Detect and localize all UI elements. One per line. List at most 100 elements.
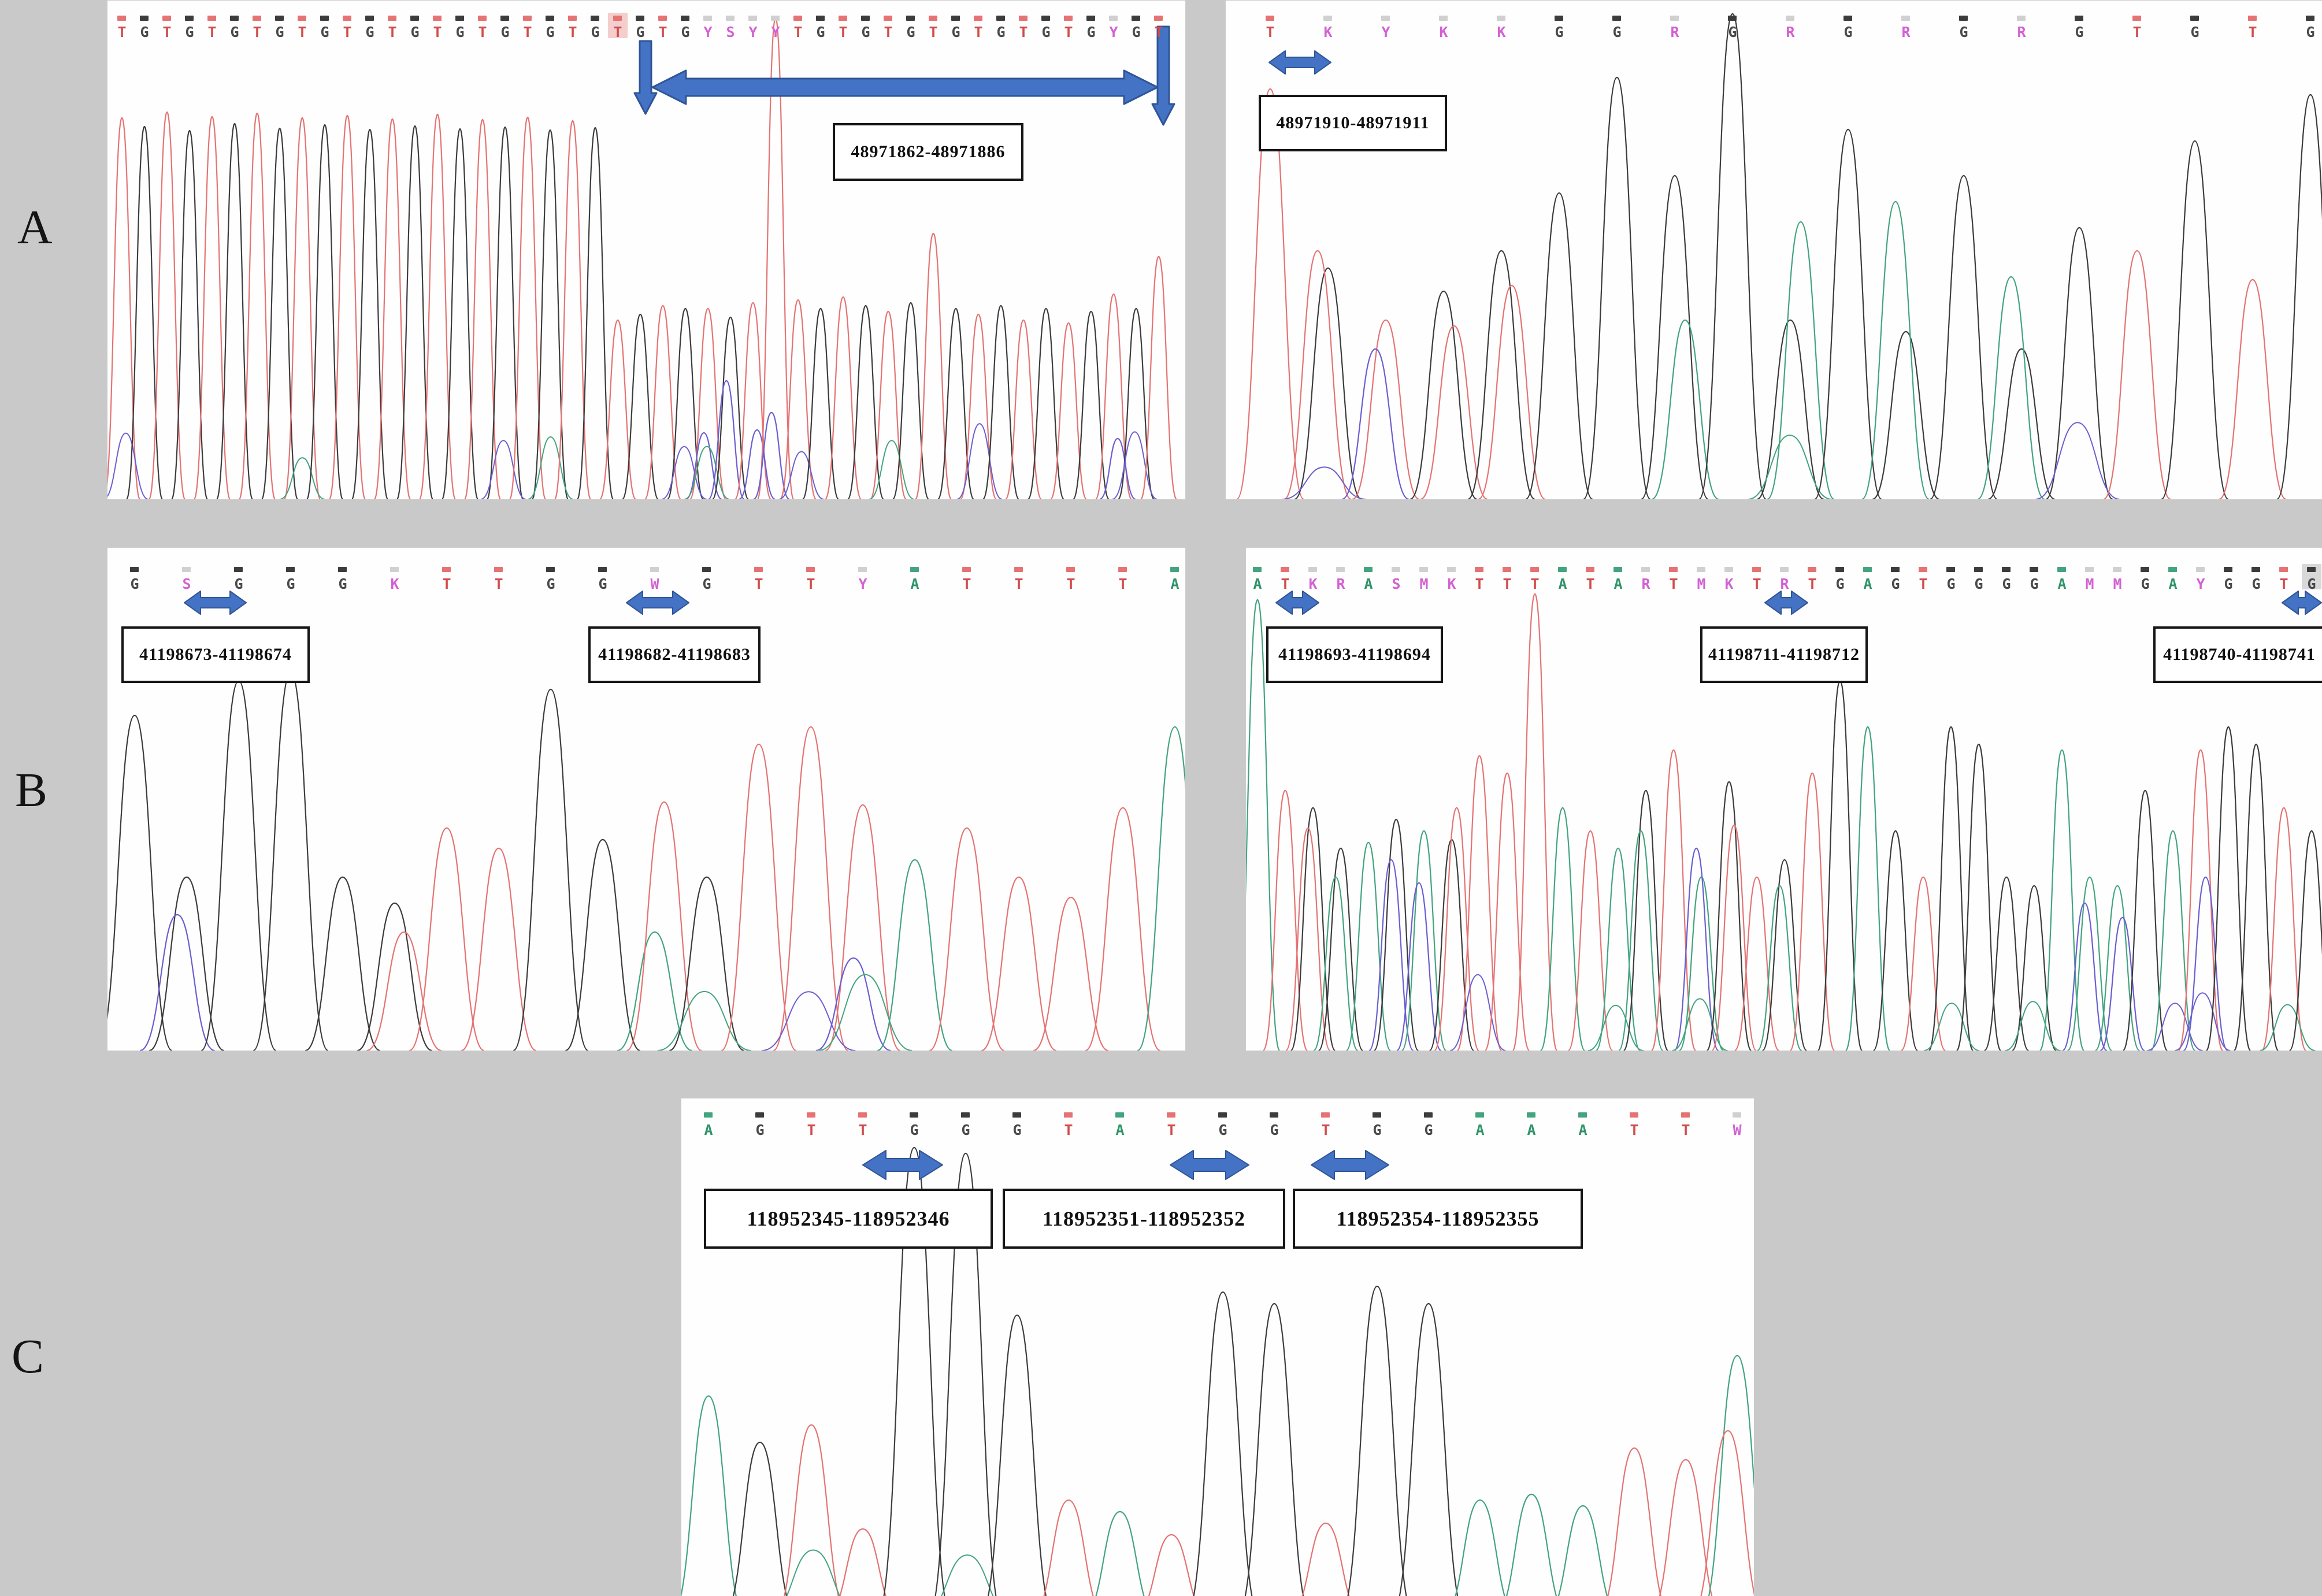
double-arrow-icon xyxy=(862,1150,943,1180)
trace-peak xyxy=(2183,876,2229,1051)
quality-block xyxy=(1974,567,1983,572)
quality-block xyxy=(702,567,711,572)
trace-peak xyxy=(644,305,682,499)
trace-peak xyxy=(1659,1458,1713,1596)
trace-peak xyxy=(869,310,907,499)
trace-peak xyxy=(987,1314,1047,1596)
quality-block xyxy=(433,16,442,21)
trace-peak xyxy=(981,876,1057,1051)
quality-block xyxy=(748,16,757,21)
quality-block xyxy=(1697,567,1705,572)
trace-peak xyxy=(149,876,225,1051)
trace-peak xyxy=(1928,726,1974,1051)
base-call-letter: G xyxy=(286,576,295,592)
quality-block xyxy=(1373,1112,1381,1118)
trace-peak xyxy=(1193,1291,1253,1596)
trace-peak xyxy=(1345,841,1392,1051)
trace-peak xyxy=(1401,830,1447,1051)
base-call-letter: R xyxy=(1670,24,1679,40)
base-call-letter: T xyxy=(974,24,983,40)
trace-peak xyxy=(669,876,745,1051)
base-call-letter: G xyxy=(598,576,607,592)
trace-peak xyxy=(554,120,592,499)
base-call-letter: T xyxy=(1681,1122,1690,1138)
base-call-letter: S xyxy=(726,24,735,40)
annotation-box: 48971862-48971886 xyxy=(833,123,1023,181)
quality-block xyxy=(1281,567,1289,572)
quality-block xyxy=(884,16,892,21)
quality-block xyxy=(806,567,815,572)
quality-block xyxy=(1503,567,1511,572)
quality-block xyxy=(1808,567,1816,572)
base-call-letter: G xyxy=(2251,576,2261,592)
trace-peak xyxy=(170,129,209,499)
trace-peak xyxy=(681,1395,737,1596)
annotation-range: 118952345-118952346 xyxy=(747,1207,950,1230)
trace-peak xyxy=(1607,1447,1661,1596)
trace-peak xyxy=(1449,974,1506,1051)
double-arrow-icon xyxy=(1311,1150,1389,1180)
trace-peak xyxy=(1505,1493,1557,1596)
quality-block xyxy=(185,16,194,21)
quality-block xyxy=(1336,567,1345,572)
base-call-letter: T xyxy=(1586,576,1595,592)
trace-peak xyxy=(839,1528,886,1596)
quality-block xyxy=(929,16,937,21)
trace-peak xyxy=(1983,876,2030,1051)
base-call-letter: G xyxy=(2224,576,2233,592)
trace-peak xyxy=(396,125,434,499)
quality-block xyxy=(1586,567,1594,572)
trace-peak xyxy=(1467,250,1535,499)
trace-peak xyxy=(2175,992,2231,1051)
annotation-box: 41198740-41198741 xyxy=(2153,626,2322,683)
trace-peak xyxy=(818,974,913,1051)
trace-peak xyxy=(1900,876,1946,1051)
quality-block xyxy=(568,16,577,21)
annotation-box: 41198711-41198712 xyxy=(1700,626,1868,683)
quality-block xyxy=(1835,567,1844,572)
trace-peak xyxy=(1027,307,1065,499)
trace-peak xyxy=(1294,267,1362,499)
base-call-letter: G xyxy=(702,576,711,592)
quality-block xyxy=(1527,1112,1535,1118)
trace-peak xyxy=(509,116,547,499)
base-call-letter: G xyxy=(1373,1122,1382,1138)
trace-peak xyxy=(1872,830,1919,1051)
base-call-letter: K xyxy=(1724,576,1734,592)
base-call-letter: T xyxy=(839,24,848,40)
quality-block xyxy=(130,567,139,572)
base-call-letter: G xyxy=(906,24,915,40)
base-call-letter: T xyxy=(478,24,487,40)
trace-plot xyxy=(1246,591,2322,1051)
base-call-letter: R xyxy=(1901,24,1911,40)
trace-peak xyxy=(753,411,790,499)
trace-peak xyxy=(784,1424,839,1596)
trace-peak xyxy=(621,313,659,499)
trace-peak xyxy=(739,429,776,499)
base-call-letter: G xyxy=(546,24,555,40)
base-call-letter: T xyxy=(807,1122,816,1138)
quality-block xyxy=(230,16,239,21)
quality-block xyxy=(703,16,712,21)
trace-peak xyxy=(721,743,797,1051)
base-call-letter: G xyxy=(410,24,420,40)
quality-block xyxy=(442,567,451,572)
trace-peak xyxy=(2011,885,2057,1051)
base-call-letter: G xyxy=(1946,576,1956,592)
trace-peak xyxy=(1112,431,1158,499)
trace-peak xyxy=(1484,772,1530,1051)
trace-peak xyxy=(351,128,389,499)
base-call-letter: A xyxy=(1170,576,1179,592)
trace-peak xyxy=(825,804,901,1051)
trace-peak xyxy=(2205,726,2251,1051)
trace-peak xyxy=(1262,789,1308,1051)
trace-peak xyxy=(1373,818,1419,1051)
trace-peak xyxy=(2035,422,2120,499)
base-call-letter: T xyxy=(1167,1122,1176,1138)
trace-peak xyxy=(328,114,366,499)
trace-peak xyxy=(513,688,589,1051)
trace-peak xyxy=(2039,749,2085,1051)
quality-block xyxy=(1392,567,1400,572)
base-call-letter: G xyxy=(130,576,139,592)
